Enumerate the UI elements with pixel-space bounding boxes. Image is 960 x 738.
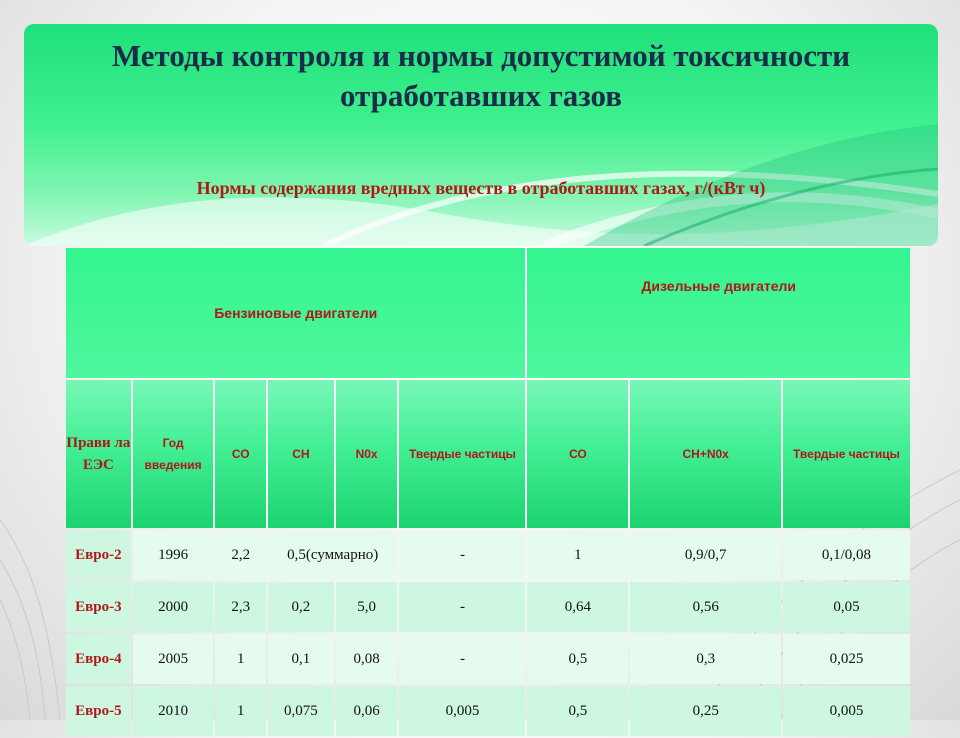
cell-diesel-ch-nox: 0,3 [630,634,781,684]
cell-rule: Евро-5 [66,686,131,736]
table-row: Евро-5 2010 1 0,075 0,06 0,005 0,5 0,25 … [66,686,910,736]
table-column-header-row: Прави ла ЕЭС Год введения СО СН N0x Твер… [66,380,910,528]
table-row: Евро-4 2005 1 0,1 0,08 - 0,5 0,3 0,025 [66,634,910,684]
cell-year: 1996 [132,530,214,580]
cell-particulates: - [399,530,526,580]
emission-norms-table: Бензиновые двигатели Дизельные двигатели… [64,246,912,738]
cell-diesel-particulates: 0,1/0,08 [782,530,910,580]
cell-particulates: - [399,582,526,632]
table-row: Евро-3 2000 2,3 0,2 5,0 - 0,64 0,56 0,05 [66,582,910,632]
table-caption: Нормы содержания вредных веществ в отраб… [196,178,766,198]
column-header-diesel-co: СО [527,380,629,528]
cell-ch: 0,1 [267,634,334,684]
cell-particulates: 0,005 [399,686,526,736]
cell-co: 2,2 [215,530,266,580]
cell-diesel-co: 0,5 [527,634,629,684]
group-header-diesel: Дизельные двигатели [527,248,910,378]
cell-diesel-particulates: 0,025 [782,634,910,684]
cell-co: 2,3 [215,582,266,632]
cell-year: 2000 [132,582,214,632]
table-group-header-row: Бензиновые двигатели Дизельные двигатели [66,248,910,378]
cell-diesel-particulates: 0,005 [782,686,910,736]
cell-nox: 0,06 [335,686,398,736]
cell-year: 2005 [132,634,214,684]
banner-wave-decor [24,124,938,246]
column-header-year: Год введения [132,380,214,528]
column-header-ch: СН [267,380,334,528]
cell-rule: Евро-4 [66,634,131,684]
cell-diesel-ch-nox: 0,25 [630,686,781,736]
cell-nox: 5,0 [335,582,398,632]
column-header-particulates: Твердые частицы [399,380,526,528]
cell-diesel-particulates: 0,05 [782,582,910,632]
cell-year: 2010 [132,686,214,736]
column-header-nox: N0x [335,380,398,528]
cell-diesel-co: 1 [527,530,629,580]
cell-ch-nox-combined: 0,5(суммарно) [267,530,398,580]
group-header-benzine: Бензиновые двигатели [66,248,526,378]
cell-particulates: - [399,634,526,684]
table-row: Евро-2 1996 2,2 0,5(суммарно) - 1 0,9/0,… [66,530,910,580]
column-header-diesel-ch-nox: CH+N0x [630,380,781,528]
column-header-diesel-particulates: Твердые частицы [782,380,910,528]
cell-nox: 0,08 [335,634,398,684]
cell-rule: Евро-2 [66,530,131,580]
column-header-rules: Прави ла ЕЭС [66,380,131,528]
cell-ch: 0,075 [267,686,334,736]
cell-co: 1 [215,686,266,736]
cell-diesel-ch-nox: 0,56 [630,582,781,632]
cell-co: 1 [215,634,266,684]
cell-ch: 0,2 [267,582,334,632]
column-header-co: СО [215,380,266,528]
cell-diesel-ch-nox: 0,9/0,7 [630,530,781,580]
title-banner [24,24,938,246]
cell-diesel-co: 0,64 [527,582,629,632]
cell-rule: Евро-3 [66,582,131,632]
page-title: Методы контроля и нормы допустимой токси… [111,38,851,113]
cell-diesel-co: 0,5 [527,686,629,736]
